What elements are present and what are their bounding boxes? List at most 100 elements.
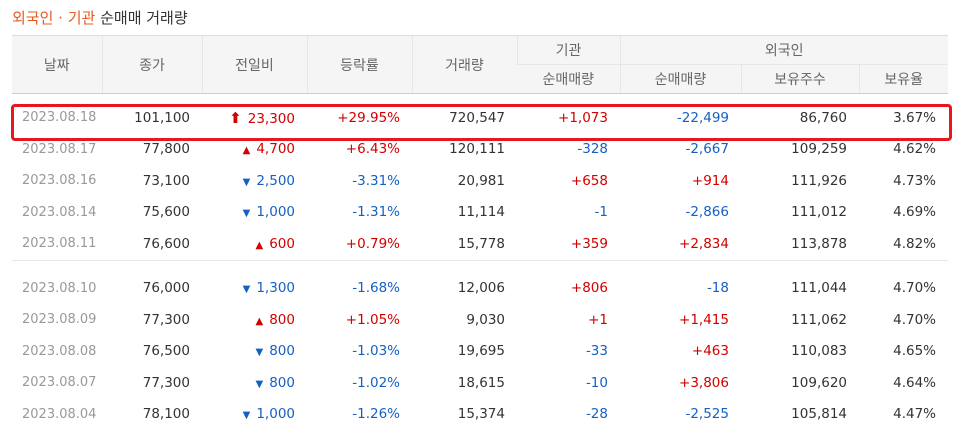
cell-foreign-hold: 105,814 — [791, 406, 847, 423]
cell-foreign-net: +463 — [691, 343, 729, 360]
cell-change: ▲ 600 — [202, 228, 307, 260]
table-row: 2023.08.07 77,300 ▼ 800 -1.02% 18,615 -10 +3,80… — [12, 367, 948, 399]
cell-inst-net: +359 — [570, 235, 608, 252]
cell-foreign-hold: 111,044 — [791, 280, 847, 297]
cell-date: 2023.08.08 — [22, 343, 97, 359]
cell-foreign-ratio: 4.64% — [893, 374, 936, 391]
cell-foreign-ratio: 4.70% — [893, 280, 936, 297]
up-arrow-icon: ▲ — [255, 315, 264, 327]
cell-date: 2023.08.07 — [22, 375, 97, 391]
cell-inst-net: -33 — [585, 343, 608, 360]
header-close: 종가 — [101, 35, 202, 94]
cell-rate: +1.05% — [345, 311, 400, 328]
cell-inst-net: +658 — [570, 172, 608, 189]
cell-foreign-ratio: 4.62% — [893, 141, 936, 158]
cell-volume: 12,006 — [457, 280, 505, 297]
cell-change-value: 4,700 — [256, 141, 295, 158]
cell-close: 76,500 — [142, 343, 190, 360]
table-row: 2023.08.04 78,100 ▼ 1,000 -1.26% 15,374 -28 -2,… — [12, 399, 948, 431]
cell-foreign-net: -22,499 — [676, 109, 729, 126]
section-title-rest: 순매매 거래량 — [100, 9, 188, 27]
down-arrow-icon: ▼ — [242, 176, 251, 188]
cell-volume: 19,695 — [457, 343, 505, 360]
cell-foreign-net: +1,415 — [679, 311, 729, 328]
cell-close: 73,100 — [142, 172, 190, 189]
cell-rate: -1.02% — [352, 374, 400, 391]
cell-date: 2023.08.04 — [22, 406, 97, 422]
cell-rate: -1.26% — [352, 406, 400, 423]
up-arrow-icon: ▲ — [255, 239, 264, 251]
cell-change-value: 600 — [269, 235, 295, 252]
cell-foreign-ratio: 4.70% — [893, 311, 936, 328]
trading-table: 날짜 종가 전일비 등락률 거래량 기관 외국인 순매매량 순매매량 보유주수 … — [12, 35, 948, 430]
cell-foreign-ratio: 4.47% — [893, 406, 936, 423]
cell-close: 75,600 — [142, 204, 190, 221]
cell-date: 2023.08.09 — [22, 312, 97, 328]
down-arrow-icon: ▼ — [255, 378, 264, 390]
cell-change: ▲ 4,700 — [202, 134, 307, 166]
table-row: 2023.08.09 77,300 ▲ 800 +1.05% 9,030 +1 +1,415 1… — [12, 304, 948, 336]
cell-foreign-ratio: 4.65% — [893, 343, 936, 360]
down-arrow-icon: ▼ — [242, 208, 251, 220]
cell-change: ▼ 2,500 — [202, 165, 307, 197]
header-inst-net: 순매매량 — [517, 64, 620, 94]
cell-inst-net: +806 — [570, 280, 608, 297]
up-arrow-icon: ▲ — [242, 145, 251, 157]
down-arrow-icon: ▼ — [255, 347, 264, 359]
cell-change: ▼ 1,000 — [202, 399, 307, 431]
cell-inst-net: -328 — [577, 141, 608, 158]
table-body: 2023.08.18 101,100 ⬆ 23,300 +29.95% 720,547 +1… — [12, 94, 948, 431]
cell-close: 76,000 — [142, 280, 190, 297]
cell-date: 2023.08.10 — [22, 280, 97, 296]
cell-change-value: 1,000 — [256, 406, 295, 423]
cell-rate: -1.31% — [352, 204, 400, 221]
down-arrow-icon: ▼ — [242, 410, 251, 422]
cell-foreign-net: +2,834 — [679, 235, 729, 252]
cell-change: ▲ 800 — [202, 304, 307, 336]
cell-close: 101,100 — [134, 109, 190, 126]
cell-change-value: 800 — [269, 311, 295, 328]
table-row: 2023.08.08 76,500 ▼ 800 -1.03% 19,695 -33 +463 1… — [12, 336, 948, 368]
cell-change: ▼ 1,000 — [202, 197, 307, 229]
cell-volume: 15,374 — [457, 406, 505, 423]
header-rate: 등락률 — [306, 35, 412, 94]
cell-foreign-net: +914 — [691, 172, 729, 189]
cell-rate: -3.31% — [352, 172, 400, 189]
cell-inst-net: -10 — [585, 374, 608, 391]
cell-volume: 20,981 — [457, 172, 505, 189]
cell-foreign-hold: 109,259 — [791, 141, 847, 158]
cell-volume: 9,030 — [466, 311, 505, 328]
cell-date: 2023.08.14 — [22, 204, 97, 220]
cell-date: 2023.08.16 — [22, 173, 97, 189]
cell-rate: -1.03% — [352, 343, 400, 360]
cell-volume: 18,615 — [457, 374, 505, 391]
cell-rate: +29.95% — [337, 109, 400, 126]
cell-date: 2023.08.11 — [22, 236, 97, 252]
cell-foreign-ratio: 4.82% — [893, 235, 936, 252]
down-arrow-icon: ▼ — [242, 284, 251, 296]
cell-rate: +6.43% — [345, 141, 400, 158]
cell-foreign-hold: 111,012 — [791, 204, 847, 221]
cell-inst-net: +1,073 — [558, 109, 608, 126]
header-foreign-ratio: 보유율 — [858, 64, 948, 94]
header-volume: 거래량 — [411, 35, 517, 94]
table-row: 2023.08.18 101,100 ⬆ 23,300 +29.95% 720,547 +1… — [12, 94, 948, 134]
cell-close: 77,300 — [142, 374, 190, 391]
cell-change-value: 23,300 — [247, 110, 295, 127]
header-foreign: 외국인 — [619, 35, 948, 65]
cell-foreign-net: -2,525 — [685, 406, 729, 423]
cell-volume: 120,111 — [449, 141, 505, 158]
cell-rate: -1.68% — [352, 280, 400, 297]
cell-foreign-ratio: 4.69% — [893, 204, 936, 221]
cell-volume: 11,114 — [457, 204, 505, 221]
cell-close: 76,600 — [142, 235, 190, 252]
cell-change: ▼ 800 — [202, 367, 307, 399]
cell-close: 77,300 — [142, 311, 190, 328]
cell-volume: 720,547 — [449, 109, 505, 126]
cell-foreign-hold: 110,083 — [791, 343, 847, 360]
header-institution: 기관 — [516, 35, 620, 65]
cell-foreign-hold: 109,620 — [791, 374, 847, 391]
cell-inst-net: -28 — [585, 406, 608, 423]
table-row: 2023.08.16 73,100 ▼ 2,500 -3.31% 20,981 +658 +9… — [12, 165, 948, 197]
cell-change-value: 2,500 — [256, 172, 295, 189]
